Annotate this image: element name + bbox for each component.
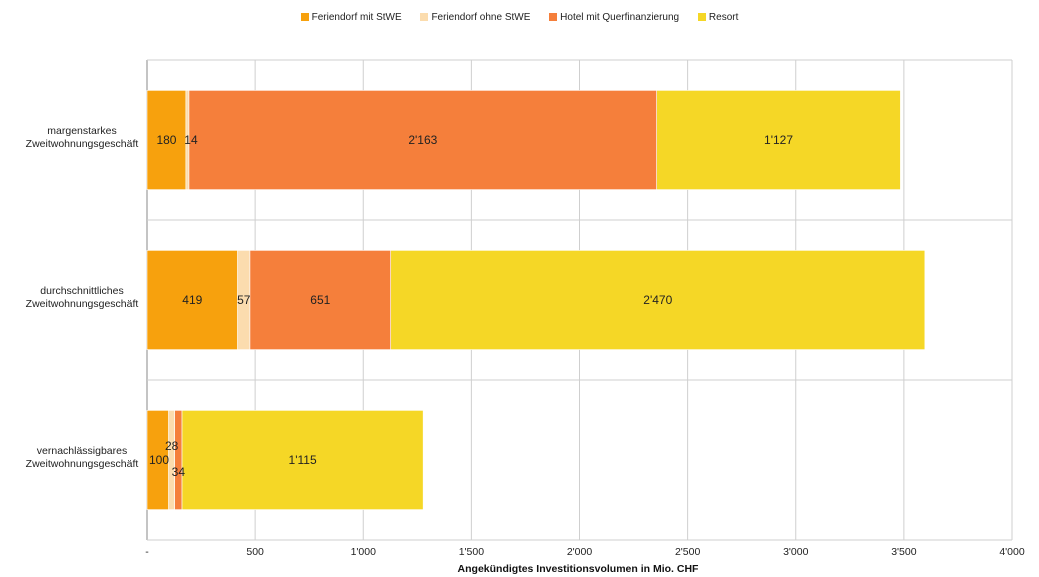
bars [146,90,926,510]
x-tick-label: 500 [246,546,264,558]
x-tick-label: 1'000 [351,546,377,558]
bar-segment [168,410,175,510]
bar-segment [188,90,658,190]
bar-segment [181,410,424,510]
data-label: 57 [237,293,251,307]
x-tick-label: - [145,546,149,558]
x-tick-label: 2'500 [675,546,701,558]
x-axis-label: Angekündigtes Investitionsvolumen in Mio… [458,563,700,575]
category-label: Zweitwohnungsgeschäft [26,138,139,150]
data-label: 1'115 [289,453,317,467]
x-tick-label: 3'000 [783,546,809,558]
legend-swatch [420,13,429,21]
x-tick-label: 1'500 [459,546,485,558]
bar-segment [656,90,901,190]
category-label: margenstarkes [47,125,116,137]
legend-swatch [697,13,706,21]
category-label: Zweitwohnungsgeschäft [26,298,139,310]
legend-item-feriendorf-mit-stwe: Feriendorf mit StWE [300,12,402,23]
legend-label: Hotel mit Querfinanzierung [560,12,680,23]
legend-swatch [549,13,558,21]
data-label: 2'470 [643,293,672,307]
legend-swatch [300,13,309,21]
legend-item-feriendorf-ohne-stwe: Feriendorf ohne StWE [420,12,530,23]
bar-segment [174,410,183,510]
bar-segment [390,250,926,350]
data-label: 1'127 [764,133,793,147]
category-label: Zweitwohnungsgeschäft [26,458,139,470]
x-tick-label: 3'500 [891,546,917,558]
data-label: 2'163 [408,133,437,147]
x-axis-ticks: - 500 1'000 1'500 2'000 2'500 3'000 3'500 4'000 [145,546,1025,558]
category-labels: margenstarkesZweitwohnungsgeschäftdurchs… [26,125,139,470]
category-label: durchschnittliches [40,285,123,297]
bar-segment [146,90,187,190]
bar-segment [249,250,392,350]
data-label: 419 [182,293,202,307]
data-label: 34 [172,465,186,479]
legend-label: Feriendorf ohne StWE [431,12,531,23]
data-label: 14 [184,133,198,147]
data-label: 28 [165,439,179,453]
bar-segment [146,250,238,350]
legend-label: Resort [708,12,739,23]
legend: Feriendorf mit StWE Feriendorf ohne StWE… [0,12,1039,23]
x-tick-label: 4'000 [999,546,1025,558]
legend-item-hotel-mit-querfinanzierung: Hotel mit Querfinanzierung [549,12,679,23]
category-label: vernachlässigbares [37,445,127,457]
data-label: 180 [156,133,176,147]
x-tick-label: 2'000 [567,546,593,558]
data-label: 651 [310,293,330,307]
legend-item-resort: Resort [697,12,739,23]
data-label: 100 [149,453,169,467]
legend-label: Feriendorf mit StWE [311,12,402,23]
